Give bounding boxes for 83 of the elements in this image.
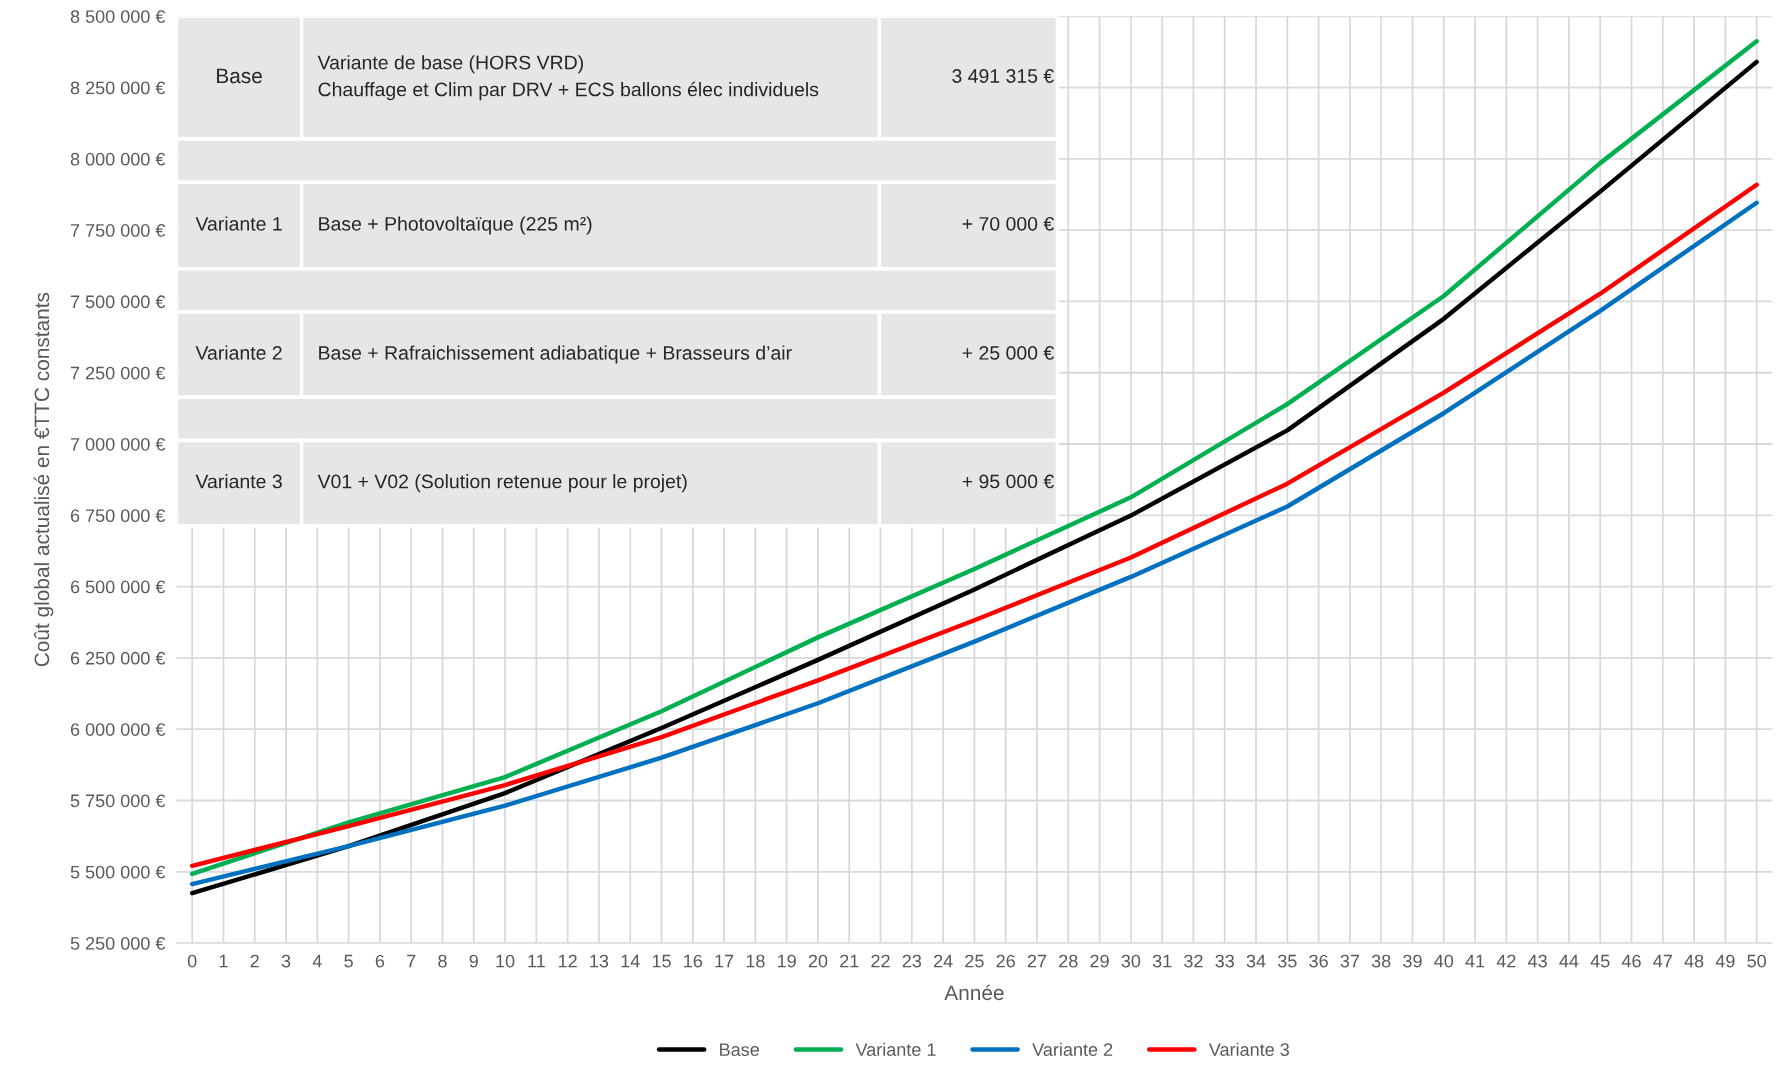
x-tick-label: 25 <box>965 954 984 968</box>
x-tick-label: 26 <box>996 954 1015 968</box>
annotation: + 70 000 € <box>962 216 1054 231</box>
x-tick-label: 12 <box>558 954 577 968</box>
x-tick-label: 38 <box>1371 954 1391 968</box>
y-tick-label: 6 500 000 € <box>70 580 166 594</box>
x-tick-label: 20 <box>808 954 828 968</box>
annotation: Variante de base (HORS VRD) Chauffage et Clim par DRV + ECS ballons élec individuels <box>317 55 819 101</box>
y-tick-label: 8 000 000 € <box>70 152 166 166</box>
x-tick-label: 18 <box>746 954 765 968</box>
x-tick-label: 9 <box>469 954 478 968</box>
x-tick-label: 10 <box>496 954 515 968</box>
legend-label: Variante 3 <box>1208 1042 1289 1057</box>
x-tick-label: 5 <box>344 954 353 968</box>
x-tick-label: 32 <box>1184 954 1203 968</box>
annotation: + 25 000 € <box>962 346 1054 360</box>
annotation: V01 + V02 (Solution retenue pour le projet) <box>317 474 687 493</box>
x-tick-label: 48 <box>1684 954 1704 968</box>
legend-label: Base <box>720 1043 759 1057</box>
x-tick-label: 22 <box>871 954 890 968</box>
x-tick-label: 2 <box>250 954 259 968</box>
x-tick-label: 43 <box>1528 954 1547 968</box>
x-tick-label: 31 <box>1152 954 1172 968</box>
annotation: Variante 3 <box>195 474 282 489</box>
annotation: 3 491 315 € <box>952 69 1054 83</box>
legend-label: Variante 2 <box>1032 1042 1113 1057</box>
x-tick-label: 16 <box>684 954 703 968</box>
annotation: + 95 000 € <box>962 474 1054 489</box>
y-tick-label: 7 250 000 € <box>70 366 166 380</box>
x-tick-label: 15 <box>652 954 671 968</box>
x-tick-label: 39 <box>1403 954 1422 968</box>
y-tick-label: 5 500 000 € <box>70 865 166 879</box>
y-tick-label: 6 750 000 € <box>70 509 166 523</box>
x-tick-label: 35 <box>1277 954 1297 968</box>
y-tick-label: 7 500 000 € <box>70 295 166 309</box>
x-tick-label: 8 <box>438 954 447 968</box>
annotation: Base <box>217 68 262 84</box>
x-tick-label: 47 <box>1653 954 1672 968</box>
y-tick-label: 7 750 000 € <box>70 224 166 237</box>
y-tick-label: 6 250 000 € <box>70 651 166 665</box>
x-tick-label: 24 <box>933 954 953 968</box>
x-tick-label: 4 <box>312 954 322 968</box>
x-tick-label: 44 <box>1559 954 1579 968</box>
y-tick-label: 5 750 000 € <box>70 794 166 808</box>
x-tick-label: 50 <box>1747 954 1766 968</box>
x-tick-label: 36 <box>1309 954 1328 968</box>
x-tick-label: 6 <box>375 954 385 968</box>
x-tick-label: 17 <box>715 954 734 968</box>
x-tick-label: 14 <box>621 954 640 968</box>
x-axis-title: Année <box>944 984 1004 1001</box>
legend-label: Variante 1 <box>855 1042 936 1057</box>
x-tick-label: 41 <box>1465 954 1485 968</box>
annotation: Variante 1 <box>195 216 282 231</box>
x-tick-label: 23 <box>902 954 922 968</box>
x-tick-label: 3 <box>281 954 291 968</box>
x-tick-label: 49 <box>1715 954 1735 968</box>
x-tick-label: 29 <box>1090 954 1109 968</box>
x-tick-label: 7 <box>407 954 416 968</box>
x-tick-label: 42 <box>1496 954 1516 968</box>
x-tick-label: 30 <box>1121 954 1141 968</box>
x-tick-label: 11 <box>528 954 545 968</box>
annotation: Base + Photovoltaïque (225 m²) <box>319 216 592 235</box>
x-tick-label: 45 <box>1590 954 1610 968</box>
y-tick-label: 8 500 000 € <box>70 10 166 23</box>
x-tick-label: 27 <box>1027 954 1047 968</box>
x-tick-label: 33 <box>1215 954 1234 968</box>
x-tick-label: 0 <box>187 954 197 968</box>
x-tick-label: 21 <box>840 954 859 968</box>
y-tick-label: 6 000 000 € <box>70 723 166 736</box>
x-tick-label: 28 <box>1059 954 1078 968</box>
y-tick-label: 5 250 000 € <box>70 937 166 950</box>
x-tick-label: 19 <box>778 954 796 968</box>
annotation: Base + Rafraichissement adiabatique + Brasseurs d’air <box>319 345 792 364</box>
y-tick-label: 8 250 000 € <box>70 81 166 95</box>
x-tick-label: 1 <box>219 954 228 968</box>
x-tick-label: 46 <box>1621 954 1641 968</box>
x-tick-label: 34 <box>1246 954 1266 968</box>
annotation: Variante 2 <box>195 345 282 360</box>
y-axis-title: Coût global actualisé en €TTC constants <box>33 292 54 667</box>
x-tick-label: 37 <box>1340 954 1360 968</box>
y-tick-label: 7 000 000 € <box>70 437 166 451</box>
x-tick-label: 40 <box>1434 954 1454 968</box>
x-tick-label: 13 <box>590 954 609 968</box>
